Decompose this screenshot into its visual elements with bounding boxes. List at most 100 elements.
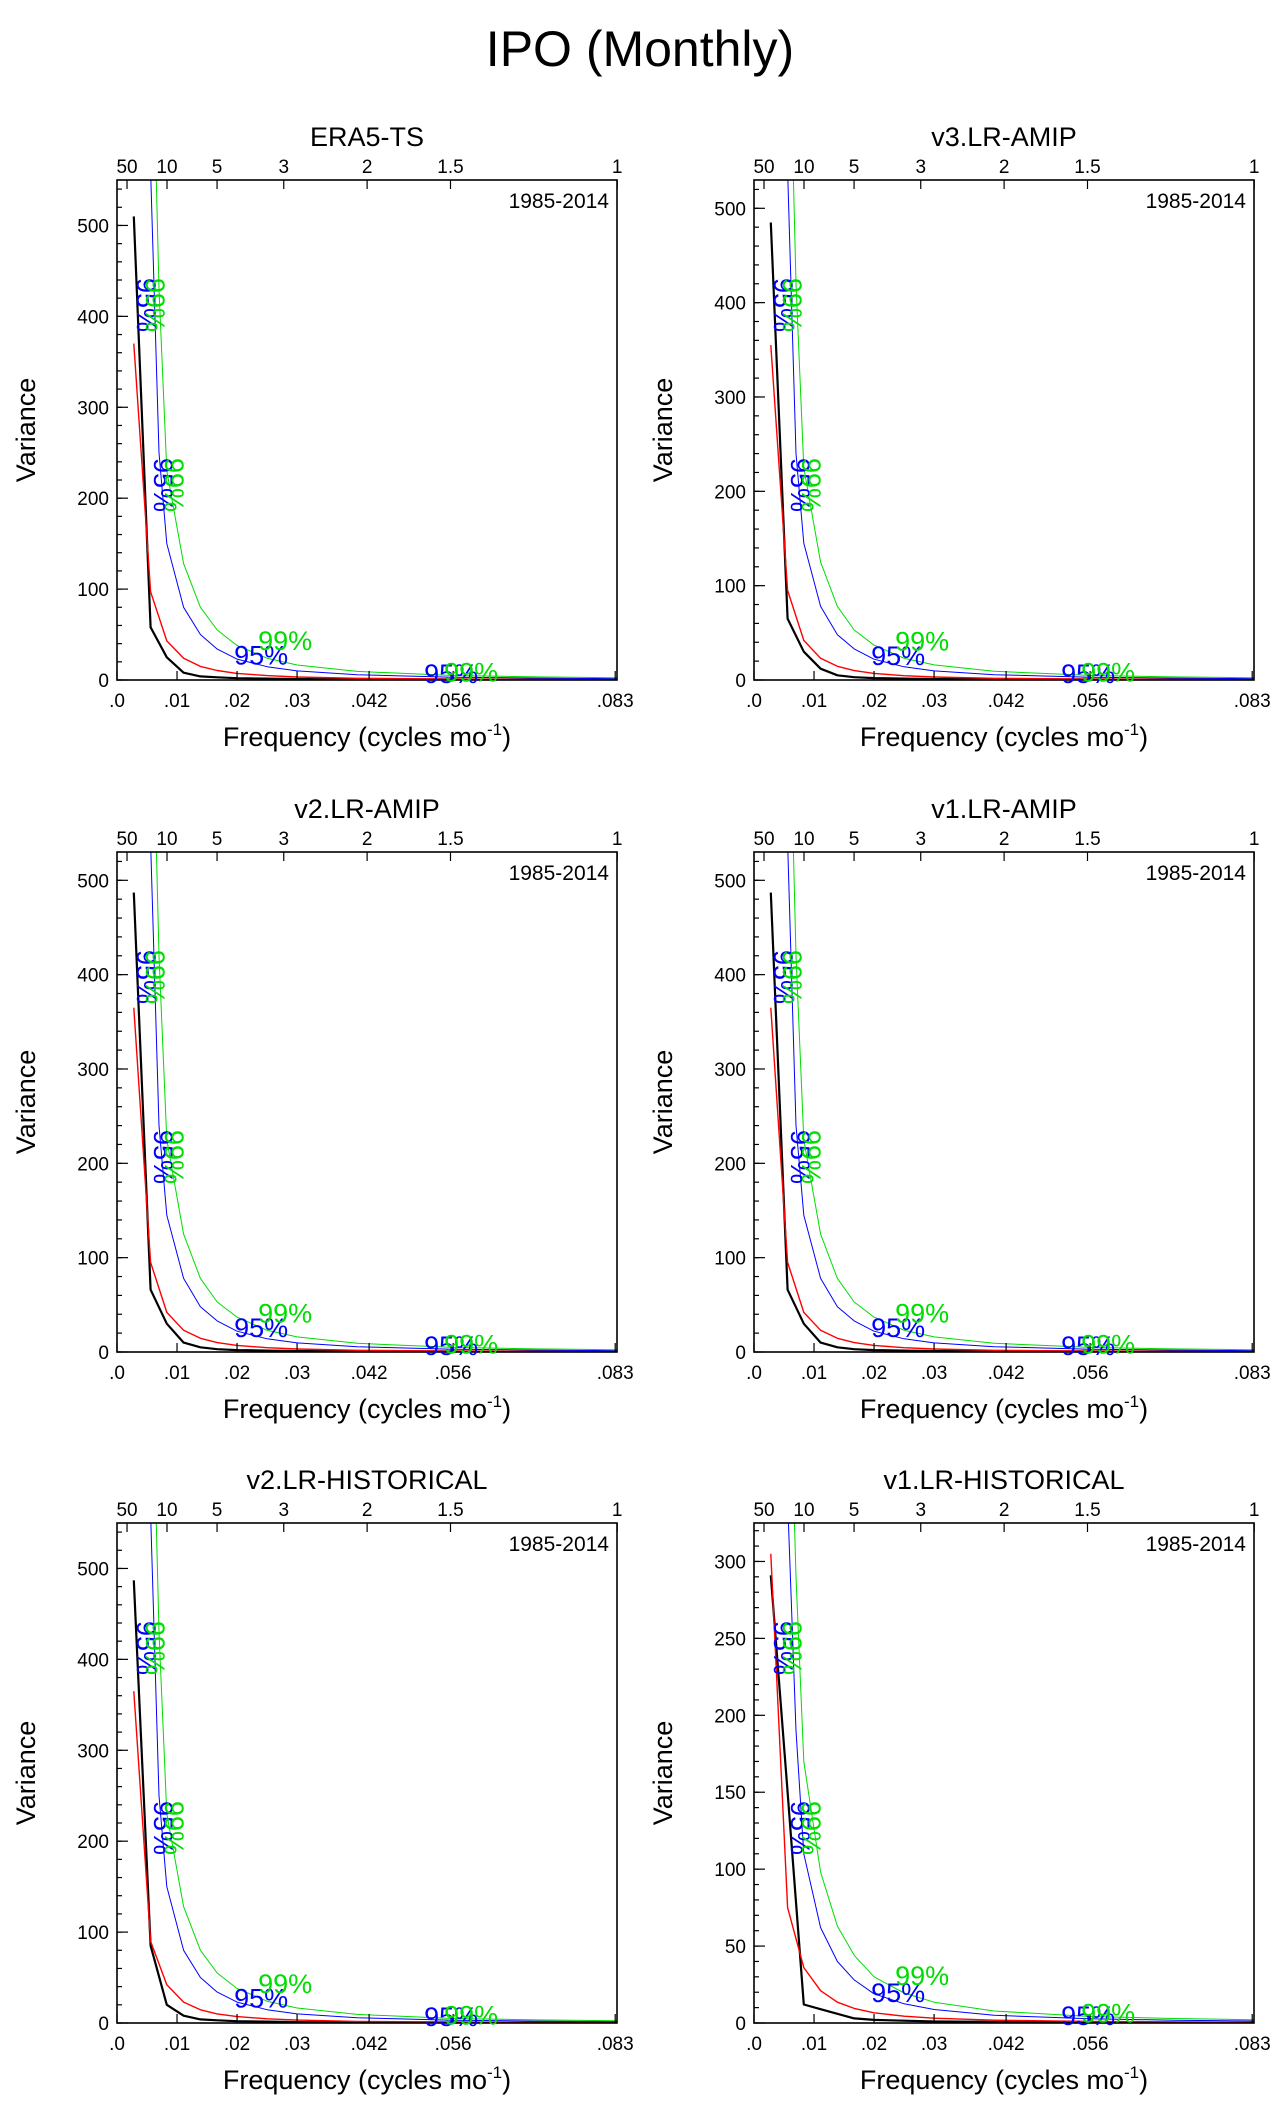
- y-tick-label: 0: [98, 671, 109, 692]
- x-tick-label: .01: [164, 1363, 190, 1384]
- x-tick-label: .03: [284, 1363, 310, 1384]
- sig-label-95: 95%: [234, 641, 288, 671]
- period-label: 1985-2014: [509, 190, 610, 213]
- series-line-95pct: [150, 1523, 617, 2023]
- x-tick-label: .02: [861, 2034, 887, 2055]
- y-tick-label: 400: [77, 1650, 109, 1671]
- top-tick-label: 10: [156, 1500, 177, 1521]
- x-axis-label-sup: -1: [487, 1392, 502, 1411]
- x-tick-label: .042: [988, 2034, 1025, 2055]
- series-line-spectrum: [132, 1580, 617, 2023]
- sig-label-99: 99%: [777, 278, 807, 332]
- y-tick-label: 100: [77, 1923, 109, 1944]
- x-tick-label: .042: [988, 691, 1025, 712]
- sig-label-95: 95%: [871, 1978, 925, 2008]
- top-tick-label: 1.5: [1074, 157, 1100, 178]
- series-line-99pct: [792, 180, 1254, 679]
- y-tick-label: 100: [77, 1249, 109, 1270]
- top-tick-label: 5: [212, 829, 223, 850]
- x-axis-label-close: ): [502, 1394, 511, 1424]
- series-line-red-noise: [770, 1553, 1254, 2023]
- y-axis-label: Variance: [648, 1721, 678, 1826]
- y-tick-label: 100: [714, 577, 746, 598]
- sig-label-99: 99%: [777, 950, 807, 1004]
- x-tick-label: .056: [1072, 2034, 1109, 2055]
- y-tick-label: 500: [77, 871, 109, 892]
- panel-title: v1.LR-AMIP: [931, 794, 1077, 824]
- x-axis-label-close: ): [1139, 1394, 1148, 1424]
- top-tick-label: 50: [116, 1500, 137, 1521]
- panel-title: v2.LR-HISTORICAL: [246, 1465, 487, 1495]
- sig-label-95: 95%: [234, 1984, 288, 2014]
- series-line-spectrum: [132, 892, 617, 1352]
- y-tick-label: 0: [98, 1343, 109, 1364]
- x-tick-label: .02: [861, 1363, 887, 1384]
- y-tick-label: 50: [725, 1937, 746, 1958]
- x-tick-label: .02: [861, 691, 887, 712]
- series-line-red-noise: [770, 1007, 1254, 1352]
- top-tick-label: 1: [612, 157, 623, 178]
- sig-label-99: 99%: [159, 1801, 189, 1855]
- top-tick-label: 10: [156, 157, 177, 178]
- top-tick-label: 50: [753, 1500, 774, 1521]
- y-tick-label: 500: [77, 1559, 109, 1580]
- x-tick-label: .01: [801, 691, 827, 712]
- x-tick-label: .0: [109, 1363, 125, 1384]
- x-tick-label: .03: [921, 691, 947, 712]
- top-tick-label: 2: [999, 1500, 1010, 1521]
- y-tick-label: 100: [77, 580, 109, 601]
- sig-label-95: 95%: [785, 458, 815, 512]
- x-tick-label: .056: [435, 1363, 472, 1384]
- panel-title: v3.LR-AMIP: [931, 122, 1077, 152]
- sig-label-99: 99%: [444, 1330, 498, 1360]
- y-tick-label: 200: [714, 482, 746, 503]
- y-tick-label: 150: [714, 1783, 746, 1804]
- sig-label-99: 99%: [796, 458, 826, 512]
- sig-label-99: 99%: [140, 1621, 170, 1675]
- top-tick-label: 50: [753, 157, 774, 178]
- x-tick-label: .042: [351, 691, 388, 712]
- top-tick-label: 3: [278, 157, 289, 178]
- y-tick-label: 0: [735, 2014, 746, 2035]
- top-tick-label: 10: [793, 157, 814, 178]
- x-axis-label: Frequency (cycles mo-1): [860, 1392, 1148, 1424]
- x-tick-label: .02: [224, 1363, 250, 1384]
- y-tick-label: 400: [714, 966, 746, 987]
- y-tick-label: 300: [77, 1060, 109, 1081]
- series-group: [769, 180, 1254, 680]
- top-tick-label: 1.5: [437, 1500, 463, 1521]
- top-tick-label: 3: [915, 157, 926, 178]
- series-group: [132, 180, 617, 680]
- sig-label-95: 95%: [424, 2002, 478, 2032]
- sig-label-95: 95%: [131, 950, 161, 1004]
- y-tick-label: 300: [714, 388, 746, 409]
- y-tick-label: 200: [714, 1706, 746, 1727]
- top-tick-label: 5: [849, 1500, 860, 1521]
- sig-label-95: 95%: [768, 950, 798, 1004]
- x-tick-label: .056: [1072, 1363, 1109, 1384]
- period-label: 1985-2014: [1146, 862, 1247, 885]
- x-axis-label-close: ): [1139, 2065, 1148, 2095]
- y-tick-label: 300: [714, 1060, 746, 1081]
- main-title: IPO (Monthly): [486, 21, 794, 77]
- top-tick-label: 10: [793, 829, 814, 850]
- x-tick-label: .083: [597, 691, 634, 712]
- x-tick-label: .0: [746, 691, 762, 712]
- x-axis-label-main: Frequency (cycles mo: [223, 1394, 487, 1424]
- x-tick-label: .03: [921, 1363, 947, 1384]
- series-line-95pct: [787, 180, 1254, 680]
- x-axis-label-main: Frequency (cycles mo: [860, 2065, 1124, 2095]
- top-tick-label: 3: [278, 829, 289, 850]
- sig-label-99: 99%: [796, 1130, 826, 1184]
- x-axis-label: Frequency (cycles mo-1): [223, 720, 511, 752]
- y-tick-label: 0: [98, 2014, 109, 2035]
- x-tick-label: .083: [597, 1363, 634, 1384]
- sig-label-95: 95%: [785, 1130, 815, 1184]
- top-tick-label: 50: [116, 829, 137, 850]
- x-tick-label: .042: [988, 1363, 1025, 1384]
- plot-frame: [753, 179, 1255, 681]
- y-tick-label: 500: [714, 871, 746, 892]
